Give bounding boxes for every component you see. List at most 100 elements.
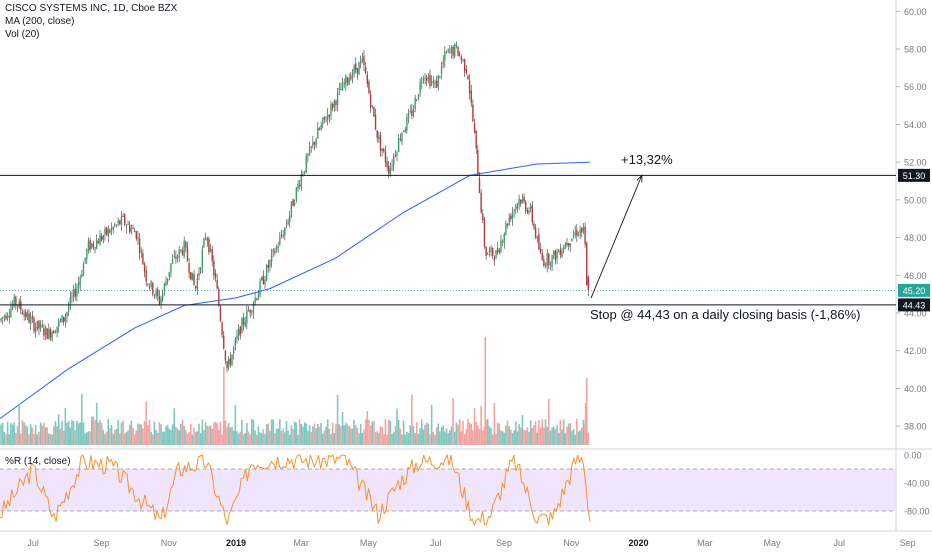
horizontal-lines-layer	[0, 174, 896, 306]
candle-body	[518, 198, 520, 205]
candle-body	[201, 249, 203, 268]
candle-body	[531, 205, 533, 223]
volume-bar	[234, 404, 237, 445]
candle-body	[457, 46, 459, 57]
candle-body	[467, 75, 469, 79]
volume-bar	[259, 432, 261, 445]
candle-body	[66, 312, 68, 317]
target-arrow-line[interactable]	[590, 175, 643, 299]
volume-bar	[51, 434, 53, 445]
candle-body	[538, 234, 540, 250]
candle-body	[295, 187, 298, 201]
volume-bar	[379, 426, 382, 445]
volume-bar	[384, 419, 387, 445]
volume-bar	[445, 428, 448, 445]
volume-bar	[317, 423, 319, 445]
volume-bar	[587, 432, 590, 445]
volume-bar	[325, 426, 327, 445]
candle-body	[391, 165, 393, 166]
volume-bar	[246, 422, 248, 445]
candle-body	[567, 243, 570, 246]
y-tick-label: 42.00	[904, 346, 927, 356]
volume-bar	[280, 430, 283, 445]
volume-bar	[524, 430, 527, 445]
candle-body	[345, 75, 347, 86]
volume-bar	[434, 434, 436, 445]
candle-body	[330, 103, 332, 116]
candle-body	[218, 288, 220, 306]
volume-layer	[0, 337, 590, 445]
candle-body	[38, 320, 40, 329]
candle-body	[157, 289, 159, 296]
volume-bar	[538, 420, 540, 445]
volume-bar	[165, 426, 167, 445]
candle-body	[96, 240, 98, 249]
candle-body	[198, 272, 200, 277]
candle-body	[124, 214, 126, 225]
volume-bar	[293, 421, 296, 445]
volume-bar	[368, 419, 370, 445]
candle-body	[44, 327, 47, 335]
volume-bar	[92, 416, 95, 445]
volume-bar	[242, 434, 245, 445]
x-tick-label: Jul	[430, 538, 442, 548]
volume-bar	[84, 433, 86, 445]
candle-body	[511, 212, 514, 220]
volume-bar	[308, 425, 311, 445]
candle-body	[232, 347, 235, 355]
candle-body	[383, 148, 385, 152]
candle-body	[31, 315, 34, 319]
candle-body	[396, 152, 398, 156]
volume-bar	[528, 431, 530, 445]
volume-bar	[364, 419, 367, 445]
candle-body	[487, 253, 489, 255]
volume-bar	[166, 425, 169, 445]
candle-body	[99, 235, 101, 246]
candle-body	[503, 233, 505, 243]
volume-bar	[267, 423, 270, 445]
volume-bar	[300, 423, 303, 445]
legend-ma: MA (200, close)	[5, 16, 75, 27]
candle-body	[333, 100, 335, 107]
candle-body	[325, 120, 327, 122]
volume-bar	[312, 426, 314, 445]
volume-bar	[320, 422, 322, 445]
volume-bar	[564, 433, 567, 445]
volume-bar	[353, 419, 355, 445]
volume-bar	[477, 425, 479, 445]
volume-bar	[79, 422, 81, 445]
y-tick-label: 46.00	[904, 271, 927, 281]
volume-bar	[137, 423, 139, 445]
price-label-box	[898, 283, 930, 297]
volume-bar	[290, 425, 293, 445]
volume-bar	[335, 423, 337, 445]
candle-body	[422, 78, 425, 82]
volume-bar	[552, 426, 555, 445]
candle-body	[130, 228, 133, 234]
volume-bar	[110, 425, 113, 445]
y-tick-label: 38.00	[904, 422, 927, 432]
candle-body	[411, 110, 413, 117]
volume-bar	[209, 425, 212, 445]
volume-bar	[150, 431, 152, 445]
volume-bar	[585, 378, 588, 445]
candle-body	[195, 286, 197, 289]
volume-bar	[64, 408, 67, 445]
candle-body	[444, 51, 446, 62]
candle-body	[49, 329, 52, 338]
volume-bar	[407, 433, 410, 445]
candle-body	[3, 316, 5, 318]
volume-bar	[105, 431, 108, 445]
volume-bar	[480, 405, 482, 445]
candle-body	[417, 94, 420, 99]
candle-body	[6, 315, 9, 319]
williams-r-layer	[0, 453, 896, 527]
candle-body	[432, 81, 434, 83]
candle-body	[416, 100, 418, 101]
volume-bar	[211, 428, 213, 445]
candle-body	[559, 249, 562, 256]
candle-body	[270, 253, 273, 262]
volume-bar	[328, 428, 331, 445]
volume-bar	[112, 433, 114, 445]
